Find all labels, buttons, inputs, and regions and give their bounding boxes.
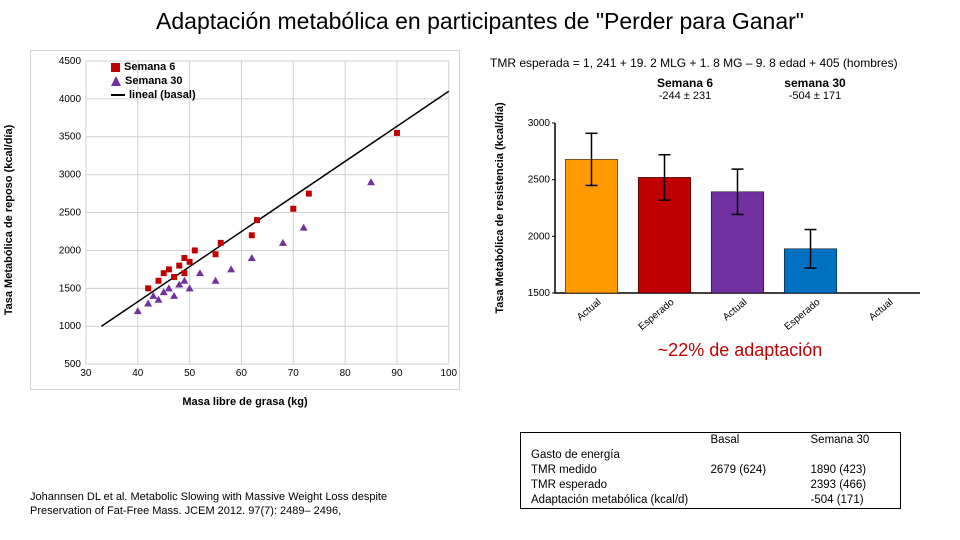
scatter-chart: Tasa Metabólica de reposo (kcal/día) 304… bbox=[30, 50, 460, 390]
bar-header: Semana 6 bbox=[630, 76, 740, 90]
bar-svg: 1500 2000 2500 3000 Actual Esperado Actual Espe… bbox=[510, 78, 930, 338]
svg-text:4500: 4500 bbox=[59, 56, 82, 67]
svg-text:50: 50 bbox=[184, 368, 196, 379]
data-table-wrap: BasalSemana 30 Gasto de energíaTMR medido… bbox=[520, 432, 901, 509]
svg-text:2000: 2000 bbox=[528, 231, 551, 242]
svg-text:90: 90 bbox=[391, 368, 403, 379]
legend-label: lineal (basal) bbox=[129, 89, 196, 101]
table-cell: TMR medido bbox=[521, 463, 701, 478]
bar-header-col2: semana 30 -504 ± 171 bbox=[760, 76, 870, 102]
citation-line: Preservation of Fat-Free Mass. JCEM 2012… bbox=[30, 505, 341, 517]
citation-line: Johannsen DL et al. Metabolic Slowing wi… bbox=[30, 491, 387, 503]
svg-text:Actual: Actual bbox=[867, 297, 895, 323]
svg-text:2500: 2500 bbox=[528, 175, 551, 186]
table-cell: 1890 (423) bbox=[801, 463, 901, 478]
svg-text:Esperado: Esperado bbox=[637, 297, 677, 333]
table-cell bbox=[701, 448, 801, 463]
svg-text:80: 80 bbox=[340, 368, 352, 379]
table-cell: 2679 (624) bbox=[701, 463, 801, 478]
table-cell: Gasto de energía bbox=[521, 448, 701, 463]
svg-text:Actual: Actual bbox=[575, 297, 603, 323]
right-panel: TMR esperada = 1, 241 + 19. 2 MLG + 1. 8… bbox=[480, 50, 940, 361]
scatter-xlabel: Masa libre de grasa (kg) bbox=[30, 396, 460, 408]
svg-text:3000: 3000 bbox=[59, 170, 82, 181]
svg-text:30: 30 bbox=[80, 368, 92, 379]
scatter-svg: 30 40 50 60 70 80 90 100 500 1000 1500 2000 2500 3000… bbox=[31, 51, 459, 389]
bar-delta: -244 ± 231 bbox=[630, 90, 740, 102]
legend-item-semana6: Semana 6 bbox=[111, 61, 196, 73]
page-title: Adaptación metabólica en participantes d… bbox=[0, 0, 960, 35]
table-header: Semana 30 bbox=[801, 433, 901, 448]
scatter-legend: Semana 6 Semana 30 lineal (basal) bbox=[111, 61, 196, 103]
svg-text:1000: 1000 bbox=[59, 321, 82, 332]
svg-text:4000: 4000 bbox=[59, 94, 82, 105]
svg-text:2000: 2000 bbox=[59, 245, 82, 256]
table-cell: TMR esperado bbox=[521, 478, 701, 493]
table-header: Basal bbox=[701, 433, 801, 448]
tmr-formula: TMR esperada = 1, 241 + 19. 2 MLG + 1. 8… bbox=[490, 56, 940, 70]
table-cell: 2393 (466) bbox=[801, 478, 901, 493]
svg-text:1500: 1500 bbox=[528, 288, 551, 299]
svg-text:3500: 3500 bbox=[59, 132, 82, 143]
bar-header: semana 30 bbox=[760, 76, 870, 90]
svg-text:70: 70 bbox=[288, 368, 300, 379]
legend-label: Semana 30 bbox=[125, 75, 182, 87]
bar-headers: Semana 6 -244 ± 231 semana 30 -504 ± 171 bbox=[630, 76, 870, 102]
legend-item-lineal: lineal (basal) bbox=[111, 89, 196, 101]
table-header bbox=[521, 433, 701, 448]
svg-text:2500: 2500 bbox=[59, 208, 82, 219]
line-icon bbox=[111, 94, 125, 96]
svg-text:Esperado: Esperado bbox=[783, 297, 823, 333]
table-cell bbox=[801, 448, 901, 463]
legend-label: Semana 6 bbox=[124, 61, 175, 73]
bar-chart: Tasa Metabólica de resistencia (kcal/día… bbox=[510, 78, 930, 338]
table-cell bbox=[701, 478, 801, 493]
svg-text:500: 500 bbox=[64, 359, 81, 370]
svg-text:100: 100 bbox=[440, 368, 457, 379]
svg-text:Actual: Actual bbox=[721, 297, 749, 323]
scatter-panel: Tasa Metabólica de reposo (kcal/día) 304… bbox=[30, 50, 460, 430]
svg-text:40: 40 bbox=[132, 368, 144, 379]
legend-item-semana30: Semana 30 bbox=[111, 75, 196, 87]
citation: Johannsen DL et al. Metabolic Slowing wi… bbox=[30, 490, 410, 519]
scatter-ylabel: Tasa Metabólica de reposo (kcal/día) bbox=[3, 125, 15, 316]
adaptation-text: ~22% de adaptación bbox=[540, 340, 940, 361]
svg-text:1500: 1500 bbox=[59, 283, 82, 294]
data-table: BasalSemana 30 Gasto de energíaTMR medido… bbox=[520, 432, 901, 509]
table-cell: -504 (171) bbox=[801, 493, 901, 508]
bar-ylabel: Tasa Metabólica de resistencia (kcal/día… bbox=[494, 102, 506, 313]
bar-header-col1: Semana 6 -244 ± 231 bbox=[630, 76, 740, 102]
table-cell bbox=[701, 493, 801, 508]
svg-text:60: 60 bbox=[236, 368, 248, 379]
triangle-icon bbox=[111, 76, 121, 86]
svg-text:3000: 3000 bbox=[528, 118, 551, 129]
square-icon bbox=[111, 63, 120, 72]
bar-delta: -504 ± 171 bbox=[760, 90, 870, 102]
table-cell: Adaptación metabólica (kcal/d) bbox=[521, 493, 701, 508]
